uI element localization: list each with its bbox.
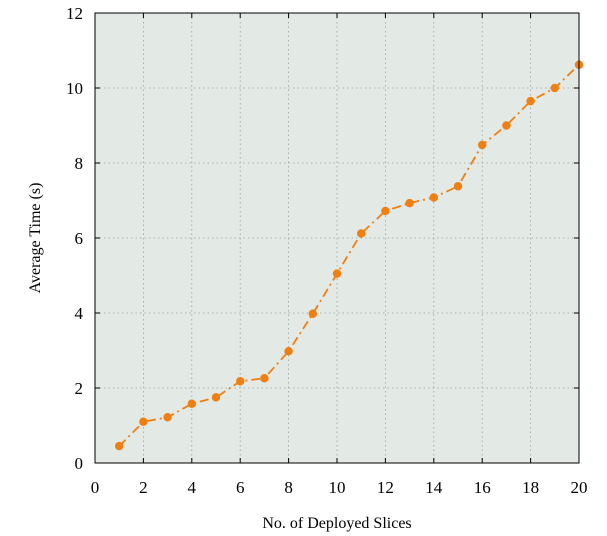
x-tick-label-18: 18 — [522, 478, 539, 497]
data-point-14 — [429, 193, 438, 202]
data-point-18 — [526, 96, 535, 106]
x-tick-label-2: 2 — [139, 478, 148, 497]
data-point-17 — [502, 121, 511, 130]
data-point-19 — [550, 83, 559, 93]
grid-lines — [95, 13, 579, 463]
y-axis-title: Average Time (s) — [27, 183, 44, 294]
data-point-3 — [163, 413, 172, 422]
y-tick-label-10: 10 — [66, 79, 83, 98]
data-point-4 — [187, 399, 196, 408]
data-point-11 — [357, 229, 366, 238]
data-point-6 — [236, 377, 245, 386]
data-point-16 — [478, 140, 487, 150]
data-point-7 — [260, 374, 269, 383]
data-point-12 — [381, 206, 390, 216]
data-point-5 — [211, 393, 221, 402]
y-tick-label-12: 12 — [66, 4, 83, 23]
y-tick-label-0: 0 — [75, 454, 84, 473]
x-tick-label-12: 12 — [377, 478, 394, 497]
axis-ticks — [94, 12, 580, 464]
data-point-9 — [308, 309, 317, 318]
x-tick-label-6: 6 — [236, 478, 245, 497]
x-tick-label-8: 8 — [284, 478, 293, 497]
x-tick-label-16: 16 — [474, 478, 491, 497]
data-point-13 — [405, 198, 414, 208]
data-point-15 — [453, 182, 463, 191]
y-axis-tick-labels: 0 2 4 6 8 10 12 — [66, 4, 84, 473]
x-tick-label-10: 10 — [329, 478, 346, 497]
x-tick-label-4: 4 — [188, 478, 197, 497]
y-tick-label-8: 8 — [75, 154, 84, 173]
data-point-8 — [284, 347, 293, 356]
y-tick-label-2: 2 — [75, 379, 84, 398]
data-point-10 — [332, 269, 342, 278]
y-tick-label-4: 4 — [75, 304, 84, 323]
y-tick-label-6: 6 — [75, 229, 84, 248]
x-tick-label-14: 14 — [425, 478, 443, 497]
data-points — [115, 60, 584, 451]
x-axis-title: No. of Deployed Slices — [262, 515, 411, 532]
data-point-2 — [139, 417, 148, 426]
x-axis-tick-labels: 0 2 4 6 8 10 12 14 16 18 20 — [91, 478, 588, 497]
data-point-1 — [115, 441, 124, 451]
x-tick-label-20: 20 — [571, 478, 588, 497]
x-tick-label-0: 0 — [91, 478, 100, 497]
